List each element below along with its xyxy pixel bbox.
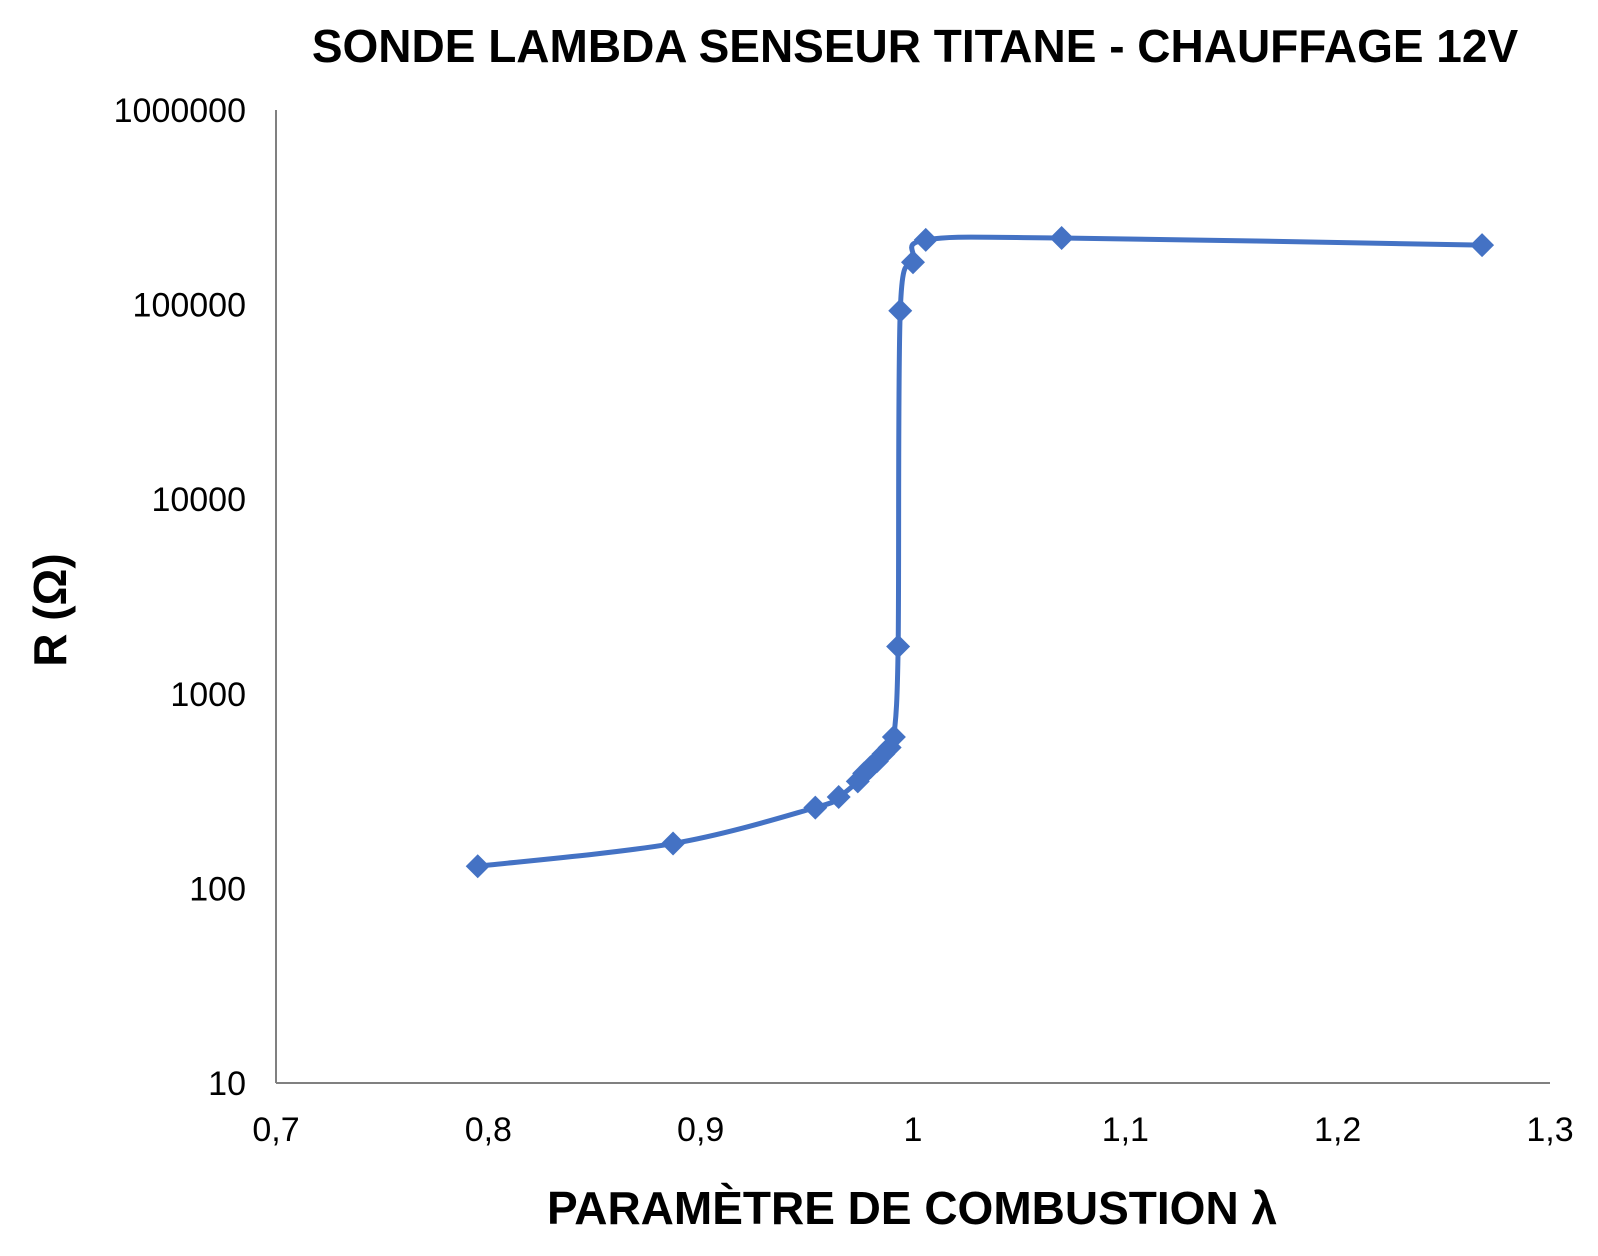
data-point-marker [1470, 233, 1495, 258]
y-axis-ticks: 10 100 1000 10000 100000 1000000 [114, 92, 246, 1103]
x-axis-ticks: 0,7 0,8 0,9 1 1,1 1,2 1,3 [252, 1111, 1573, 1149]
data-point-marker [901, 250, 925, 275]
chart-title: SONDE LAMBDA SENSEUR TITANE - CHAUFFAGE … [312, 20, 1519, 72]
data-point-marker [661, 831, 686, 856]
data-point-marker [886, 634, 911, 659]
y-tick-label: 1000 [170, 676, 246, 714]
series-line [475, 234, 1485, 869]
x-tick-label: 0,8 [465, 1111, 512, 1149]
data-point-marker [913, 227, 938, 252]
series-markers [465, 225, 1495, 879]
x-tick-label: 1 [904, 1111, 923, 1149]
y-tick-label: 100 [189, 870, 246, 908]
x-tick-label: 0,9 [677, 1111, 724, 1149]
y-axis-title: R (Ω) [24, 553, 76, 667]
axes [275, 110, 1550, 1084]
y-tick-label: 10 [208, 1065, 246, 1103]
data-point-marker [803, 795, 828, 820]
x-axis-title: PARAMÈTRE DE COMBUSTION λ [547, 1182, 1277, 1234]
x-tick-label: 1,1 [1102, 1111, 1149, 1149]
data-point-marker [465, 854, 490, 879]
x-tick-label: 1,3 [1526, 1111, 1573, 1149]
data-point-marker [826, 784, 851, 809]
x-tick-label: 0,7 [252, 1111, 299, 1149]
y-tick-label: 1000000 [114, 92, 246, 130]
data-point-marker [1049, 225, 1074, 250]
y-tick-label: 10000 [151, 481, 246, 519]
data-point-marker [881, 724, 906, 749]
x-tick-label: 1,2 [1314, 1111, 1361, 1149]
data-point-marker [888, 298, 913, 323]
y-tick-label: 100000 [133, 287, 246, 325]
